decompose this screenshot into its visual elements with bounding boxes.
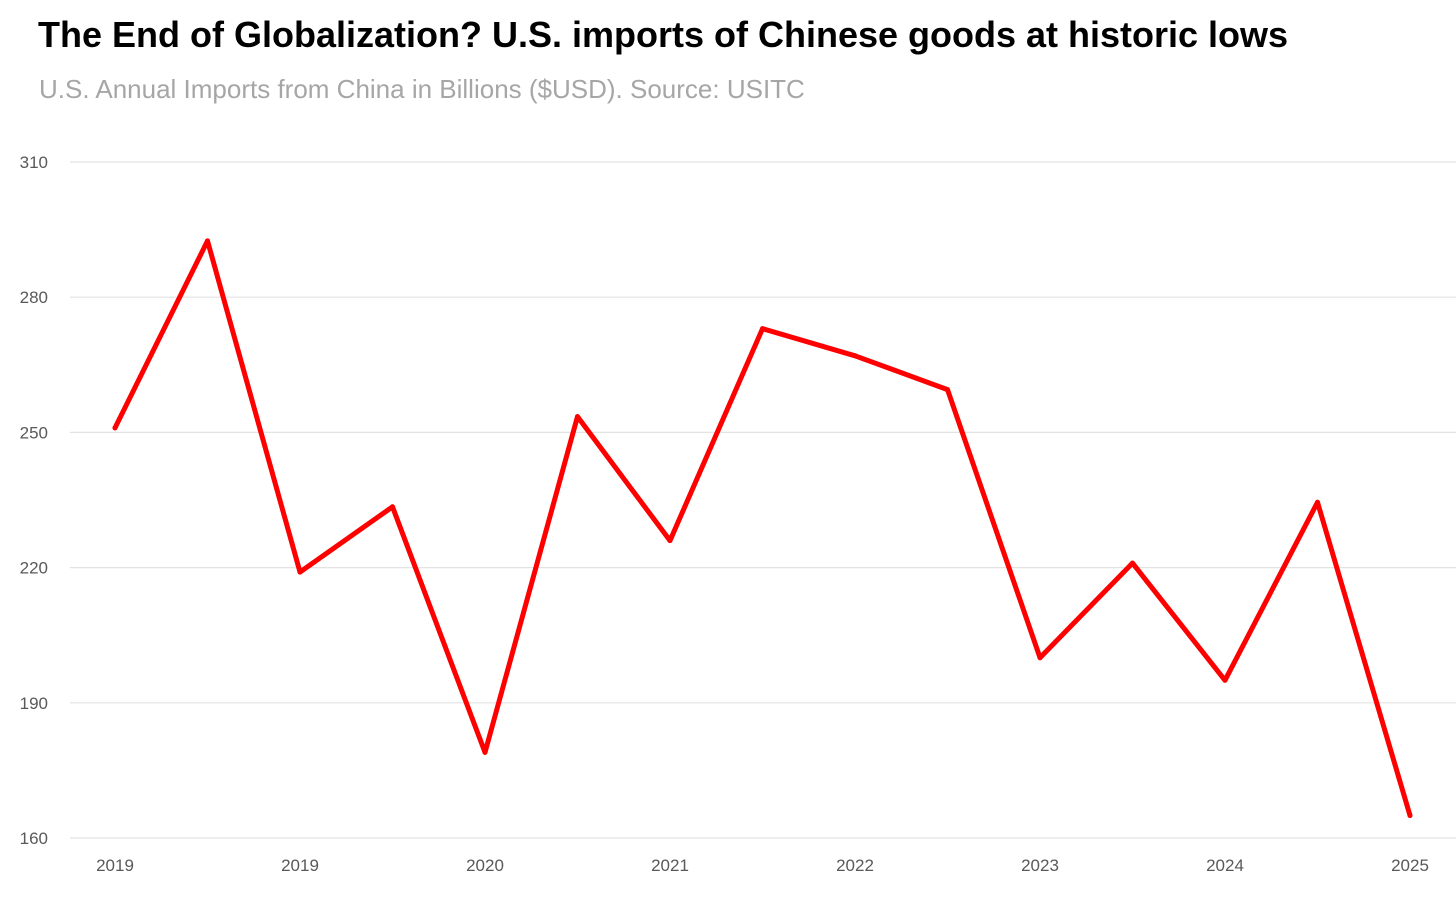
data-point [1315,499,1320,505]
data-point [945,387,950,393]
data-point [297,569,303,575]
x-tick-label: 2019 [281,856,319,875]
data-point [205,238,210,244]
x-tick-label: 2023 [1021,856,1059,875]
data-point [1407,812,1413,818]
chart-title: The End of Globalization? U.S. imports o… [38,14,1289,55]
gridlines [70,161,1456,839]
x-tick-label: 2025 [1391,856,1429,875]
y-tick-label: 190 [20,694,48,713]
data-point [667,538,673,544]
x-tick-label: 2019 [96,856,134,875]
chart-subtitle: U.S. Annual Imports from China in Billio… [39,74,805,104]
data-point [760,326,765,332]
x-tick-label: 2021 [651,856,689,875]
x-tick-label: 2022 [836,856,874,875]
x-tick-label: 2020 [466,856,504,875]
data-point [112,425,118,431]
y-tick-label: 250 [20,423,48,442]
data-point [1222,677,1228,683]
y-tick-label: 310 [20,153,48,172]
series-lines [112,238,1413,818]
y-tick-label: 220 [20,559,48,578]
data-point [1037,655,1043,661]
y-tick-label: 280 [20,288,48,307]
x-axis-ticks: 2019 2019 2020 2021 2022 2023 2024 2025 [96,856,1429,875]
data-point [575,414,580,420]
data-point [390,504,395,510]
y-tick-label: 160 [20,829,48,848]
data-point [852,353,858,359]
data-point [1130,560,1135,566]
x-tick-label: 2024 [1206,856,1244,875]
data-point [482,749,488,755]
y-axis-ticks: 160 190 220 250 280 310 [20,153,48,848]
